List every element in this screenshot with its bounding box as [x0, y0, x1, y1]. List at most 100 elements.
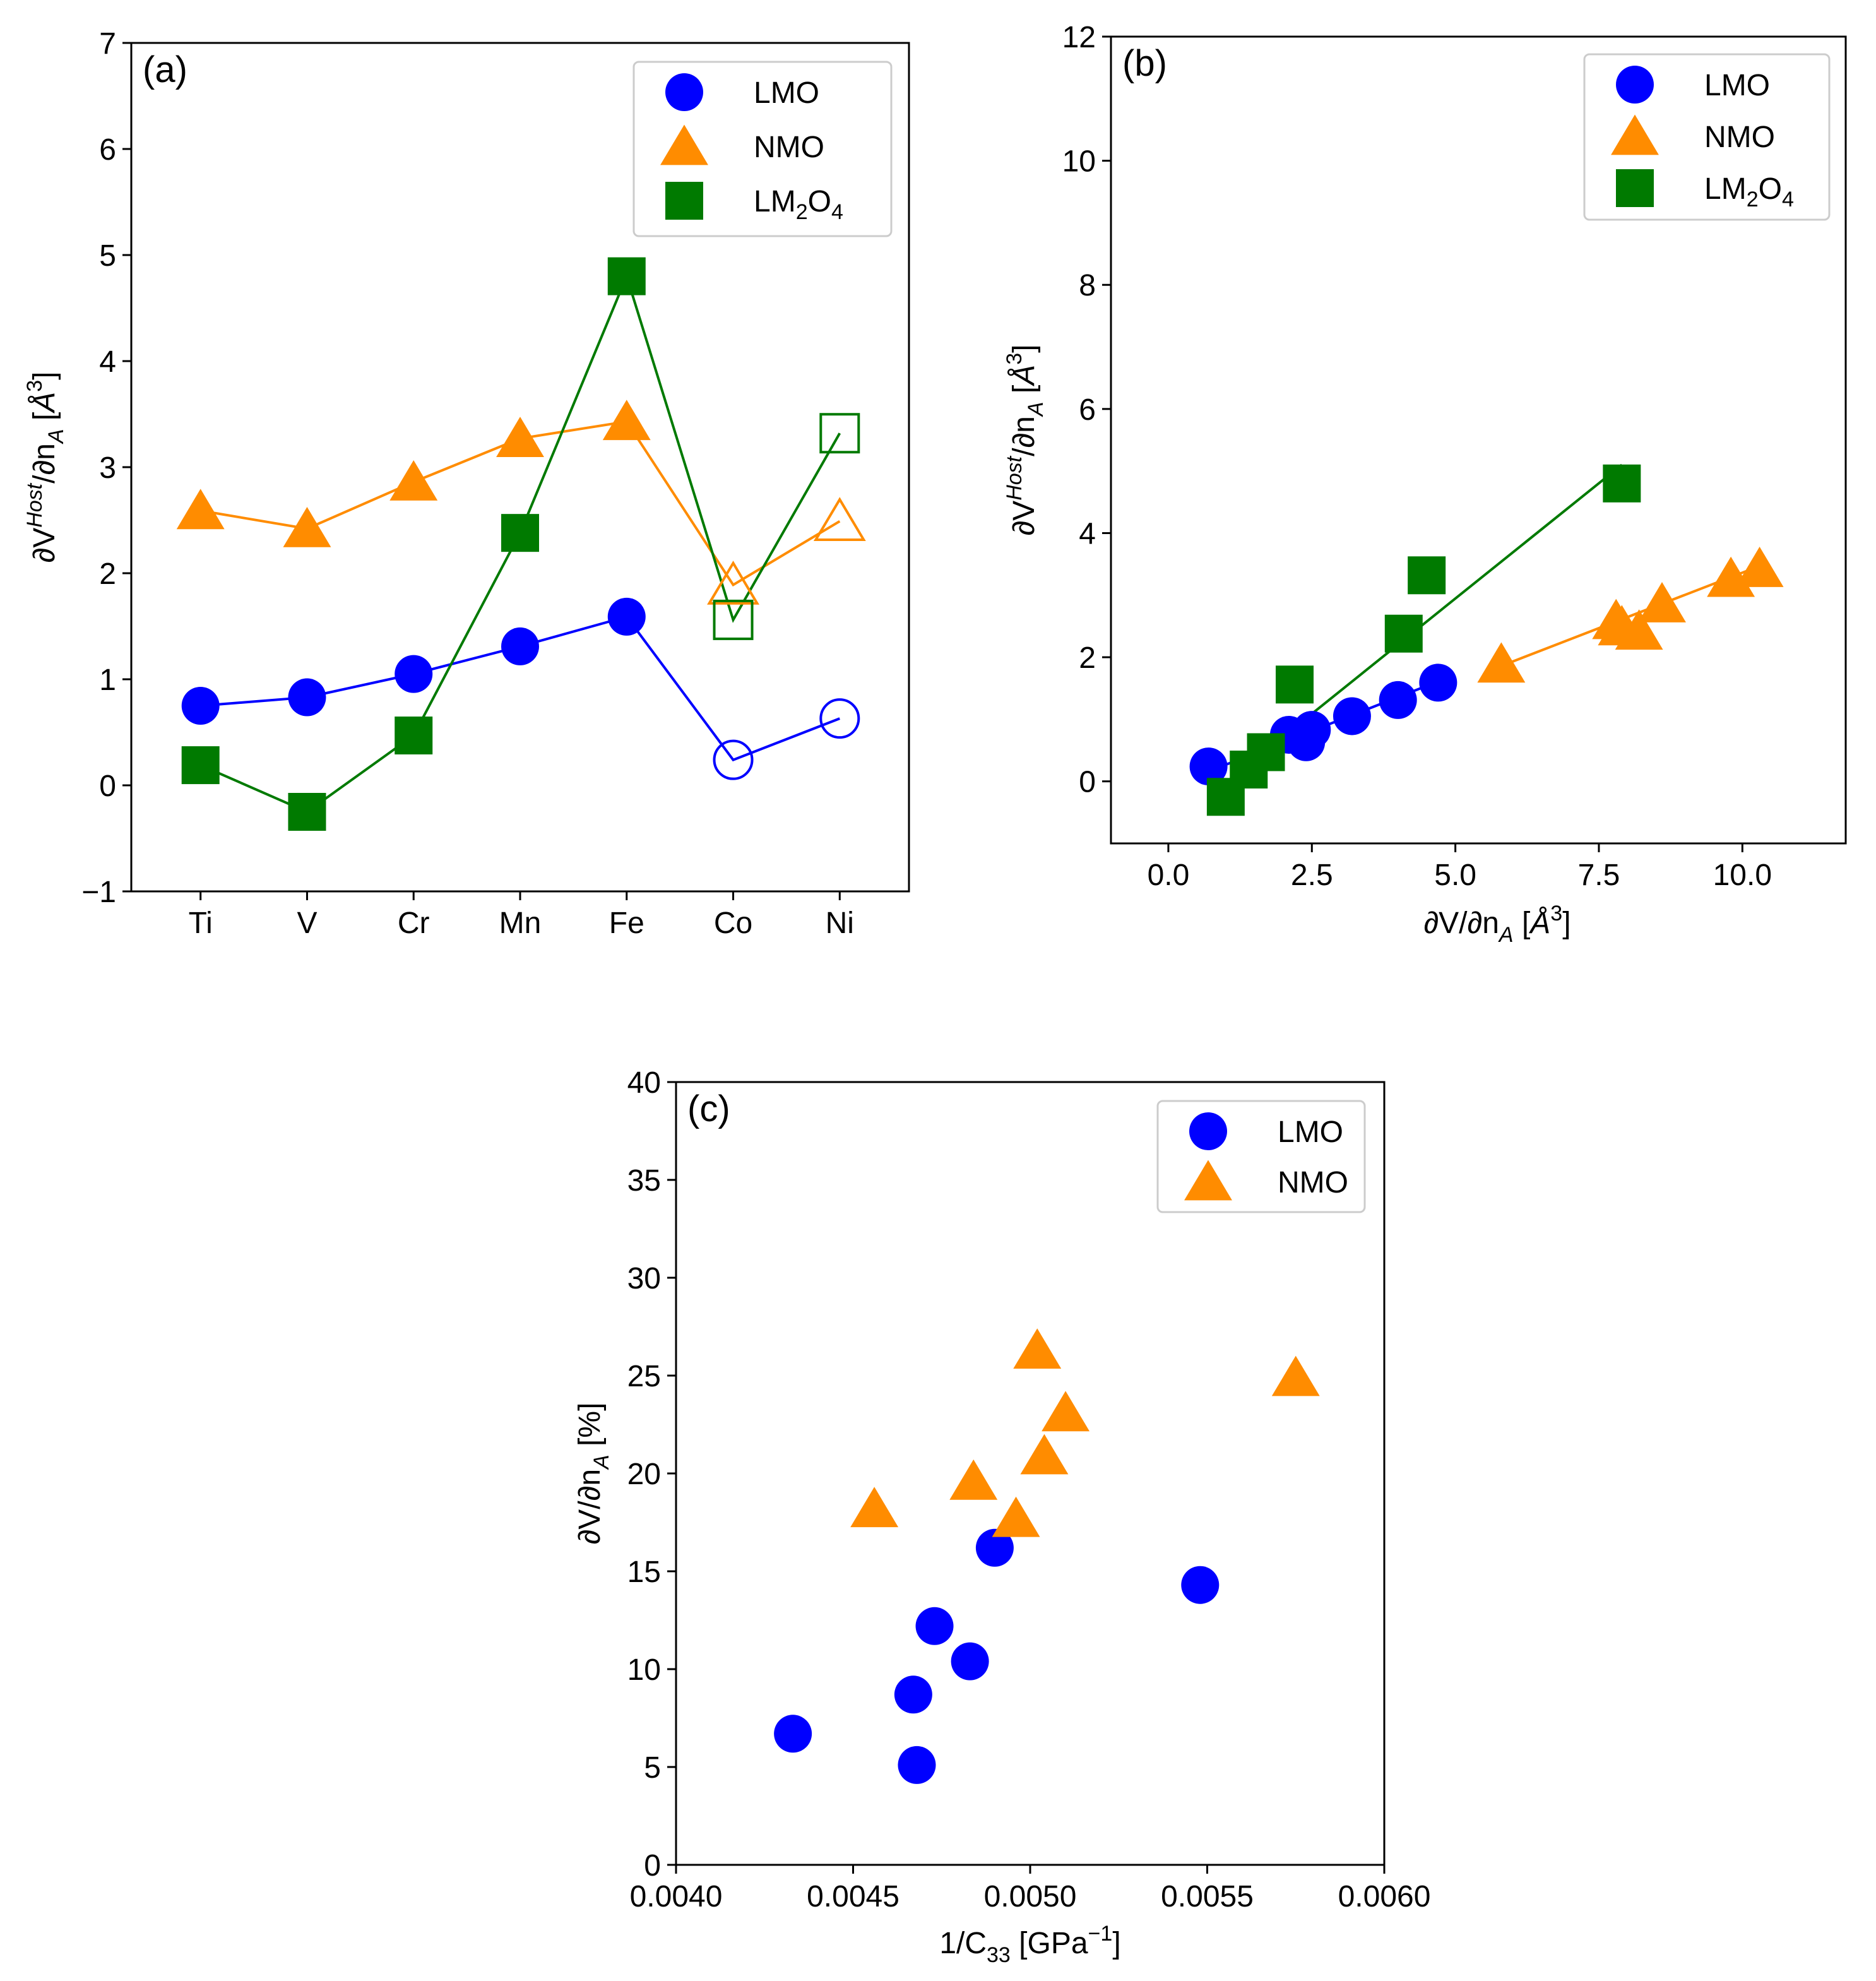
y-tick-label: 2: [1079, 641, 1096, 675]
y-tick-label: 10: [627, 1653, 661, 1687]
point-nmo: [707, 561, 760, 605]
panel-c-chart: (c) 0 5 10 15 20 25 30 35 40 0.0040 0.0045 0.0050 0.0…: [573, 1066, 1430, 1967]
point-nmo: [1638, 582, 1686, 622]
x-tick-label: 2.5: [1291, 859, 1333, 892]
point-lmo: [1333, 697, 1371, 735]
label-part: 33: [987, 1943, 1011, 1967]
label-part: Å: [1528, 907, 1550, 940]
x-tick-label: 0.0040: [630, 1880, 723, 1913]
label-part: Å: [1007, 365, 1041, 387]
point-lm2o4: [607, 257, 646, 295]
x-axis-label: 1/C33 [GPa−1]: [939, 1922, 1120, 1967]
label-part: ∂V: [28, 528, 61, 563]
y-tick-label: 12: [1062, 21, 1096, 54]
point-nmo: [602, 400, 651, 441]
point-nmo: [1013, 1328, 1062, 1369]
y-tick-label: 25: [627, 1360, 661, 1393]
point-lm2o4: [395, 717, 433, 755]
label-part: 3: [1550, 901, 1562, 925]
point-nmo: [176, 489, 225, 530]
y-tick-label: 5: [99, 239, 116, 273]
panel-label: (b): [1122, 43, 1167, 84]
label-part: Host: [1002, 455, 1026, 500]
x-tick-label: 0.0: [1148, 859, 1190, 892]
x-axis-label: ∂V/∂nA [Å3]: [1423, 901, 1570, 947]
y-tick-label: 5: [644, 1751, 661, 1785]
legend-label-nmo: NMO: [754, 131, 824, 164]
legend-marker-lmo: [1616, 66, 1654, 104]
y-axis-label: ∂VHost/∂nA [Å3]: [1002, 344, 1048, 535]
legend-label-lm2o4: LM2O4: [1704, 172, 1794, 211]
point-lmo: [1379, 681, 1417, 719]
label-part: 4: [1782, 187, 1794, 211]
label-part: NMO: [754, 131, 824, 164]
point-lm2o4: [181, 746, 220, 785]
point-lmo: [774, 1715, 812, 1753]
legend-item-lmo: LMO: [1189, 1112, 1343, 1150]
label-part: /∂n: [1007, 416, 1041, 456]
label-part: 1/C: [939, 1927, 987, 1960]
label-part: O: [1759, 172, 1782, 206]
legend-item-lm2o4: LM2O4: [1616, 169, 1794, 211]
y-tick-label: 6: [99, 133, 116, 167]
point-lm2o4: [1408, 556, 1446, 595]
point-lmo: [1293, 711, 1331, 749]
label-part: ∂V: [1007, 501, 1041, 536]
label-part: 3: [1002, 353, 1026, 365]
label-part: −1: [1088, 1922, 1113, 1946]
label-part: LM: [754, 185, 796, 218]
x-tick-label: 0.0060: [1338, 1880, 1431, 1913]
label-part: [: [1011, 1927, 1028, 1960]
y-tick-label: 0: [99, 770, 116, 803]
y-tick-label: 0: [1079, 766, 1096, 799]
point-nmo: [1477, 642, 1526, 683]
point-nmo: [496, 417, 544, 457]
label-part: A: [44, 429, 68, 444]
label-part: Å: [28, 392, 61, 414]
label-part: ]: [1562, 907, 1570, 940]
y-tick-label: 4: [1079, 517, 1096, 550]
point-nmo: [389, 460, 438, 501]
point-lmo: [819, 698, 860, 739]
label-part: ]: [28, 371, 61, 379]
label-part: LMO: [1704, 69, 1770, 102]
y-tick-label: 6: [1079, 393, 1096, 427]
label-part: A: [1498, 923, 1514, 947]
label-part: 4: [831, 200, 843, 224]
label-part: A: [1024, 402, 1048, 417]
x-tick-label: Ni: [826, 907, 854, 940]
point-lmo: [501, 627, 539, 665]
y-tick-label: 30: [627, 1262, 661, 1295]
legend-item-nmo: NMO: [660, 124, 824, 165]
point-lmo: [713, 739, 754, 780]
x-tick-label: 5.0: [1434, 859, 1476, 892]
label-part: 2: [796, 200, 808, 224]
x-tick-label: V: [297, 907, 317, 940]
y-tick-label: 7: [99, 27, 116, 61]
panel-label: (a): [143, 49, 187, 90]
label-part: O: [808, 185, 831, 218]
legend: LMO NMO: [1156, 1100, 1366, 1213]
y-tick-label: −1: [81, 876, 116, 909]
point-lmo: [898, 1746, 936, 1784]
point-nmo: [283, 506, 331, 547]
point-nmo: [1042, 1391, 1090, 1432]
label-part: GPa: [1028, 1927, 1088, 1960]
legend-label-nmo: NMO: [1278, 1166, 1348, 1199]
legend-label-lmo: LMO: [1278, 1115, 1343, 1149]
point-lmo: [607, 597, 646, 636]
y-axis-label: ∂V/∂nA [%]: [573, 1403, 614, 1545]
y-tick-label: 8: [1079, 269, 1096, 302]
legend-label-lmo: LMO: [1704, 69, 1770, 102]
plot-frame: [1110, 35, 1847, 845]
label-part: ∂V/∂n: [573, 1469, 607, 1544]
legend-item-nmo: NMO: [1611, 114, 1775, 155]
y-tick-label: 1: [99, 663, 116, 697]
y-tick-label: 20: [627, 1458, 661, 1491]
label-part: Host: [23, 482, 47, 527]
x-tick-label: 0.0045: [807, 1880, 899, 1913]
point-nmo: [850, 1487, 899, 1528]
legend: LMO NMO LM2O4: [1583, 53, 1831, 221]
